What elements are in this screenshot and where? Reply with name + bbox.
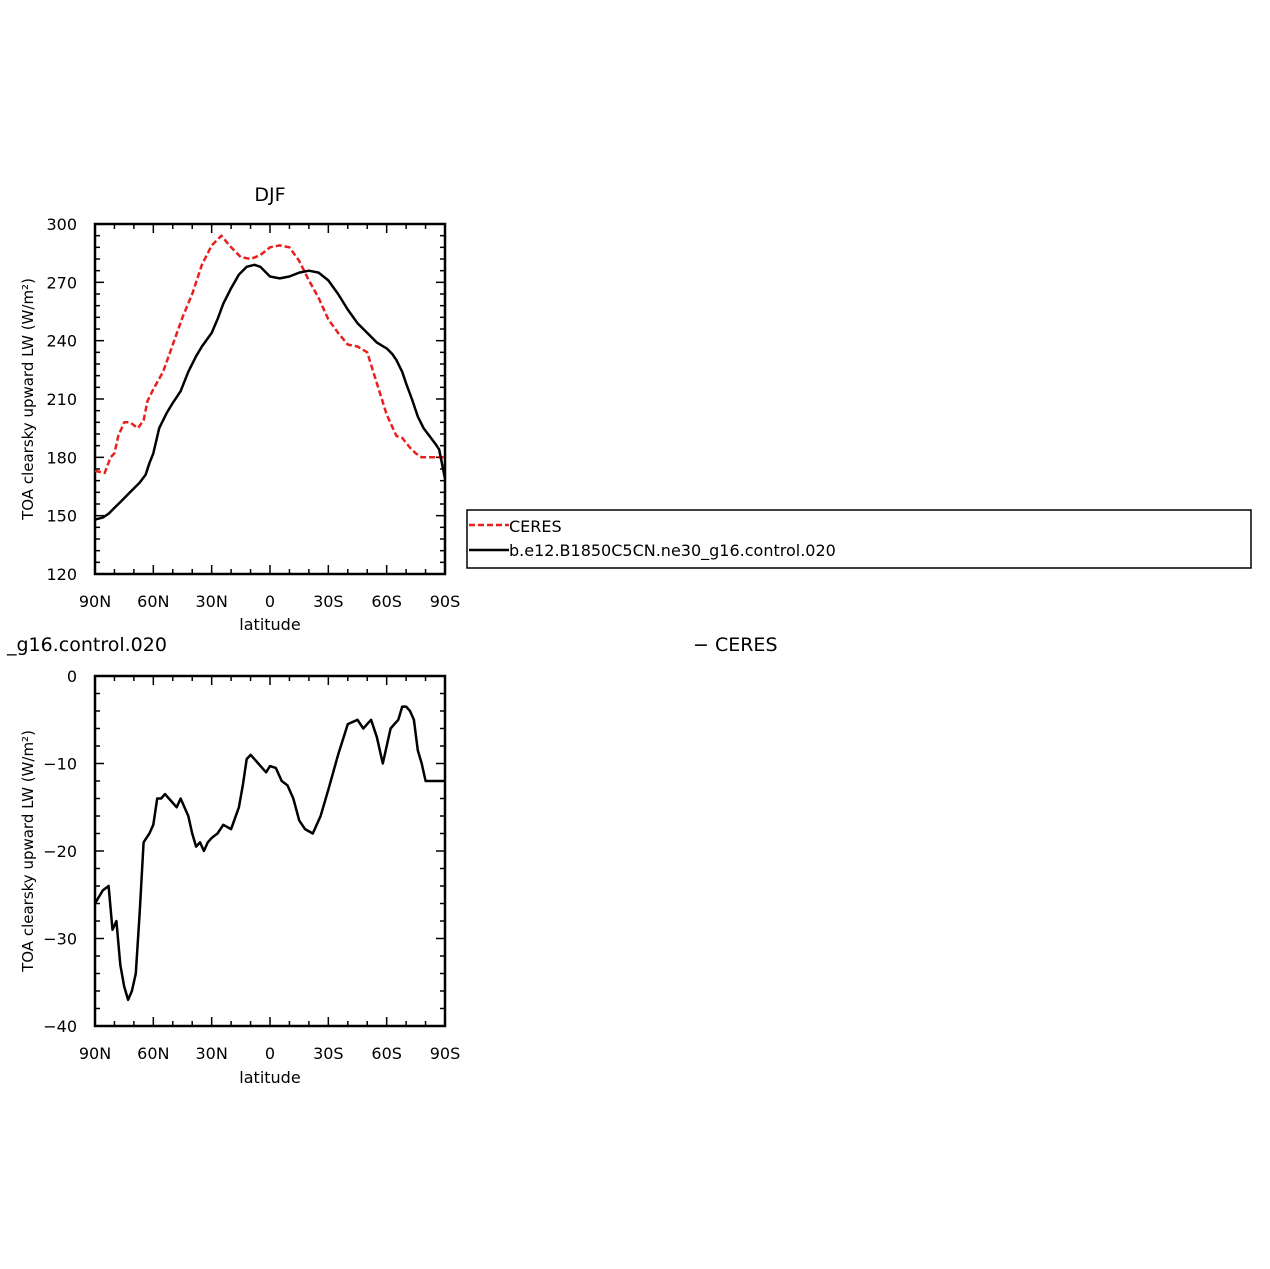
- bottom-panel-series: [93, 705, 445, 1002]
- bottom-panel-xtick-label: 60N: [137, 1044, 169, 1063]
- top-panel-xtick-label: 90N: [79, 592, 111, 611]
- top-panel-yaxis-label: TOA clearsky upward LW (W/m²): [19, 278, 37, 521]
- bottom-panel-ticks: [94, 675, 446, 1027]
- top-panel-ytick-label: 300: [46, 215, 77, 234]
- top-panel-xaxis-label: latitude: [239, 615, 300, 634]
- top-panel-model-line: [94, 263, 447, 521]
- top-panel-ytick-label: 120: [46, 565, 77, 584]
- legend-ceres-label: CERES: [509, 517, 562, 536]
- top-panel-xtick-label: 60S: [371, 592, 402, 611]
- bottom-panel-title-fragment: _g16.control.020: [6, 634, 167, 656]
- top-panel-xtick-label: 90S: [430, 592, 461, 611]
- top-panel-title: DJF: [254, 184, 285, 206]
- top-panel-xtick-labels: 90N 60N 30N 0 30S 60S 90S: [79, 592, 460, 611]
- bottom-panel-xtick-label: 30N: [196, 1044, 228, 1063]
- bottom-panel-xtick-label: 90N: [79, 1044, 111, 1063]
- top-panel-ytick-label: 270: [46, 273, 77, 292]
- bottom-panel-ytick-label: −10: [43, 755, 77, 774]
- top-panel-ytick-label: 210: [46, 390, 77, 409]
- top-panel-xtick-label: 30S: [313, 592, 344, 611]
- bottom-panel-xtick-label: 90S: [430, 1044, 461, 1063]
- bottom-panel-ytick-label: −20: [43, 842, 77, 861]
- bottom-panel-ytick-labels: −40 −30 −20 −10 0: [43, 667, 77, 1036]
- bottom-panel-yaxis-label: TOA clearsky upward LW (W/m²): [19, 730, 37, 973]
- top-panel-ceres-line: [94, 234, 445, 475]
- bottom-panel-xtick-labels: 90N 60N 30N 0 30S 60S 90S: [79, 1044, 460, 1063]
- legend-model-label: b.e12.B1850C5CN.ne30_g16.control.020: [509, 541, 836, 561]
- bottom-panel-ytick-label: −30: [43, 930, 77, 949]
- bottom-panel-ytick-label: −40: [43, 1017, 77, 1036]
- top-panel-ytick-label: 150: [46, 507, 77, 526]
- top-panel-xtick-label: 60N: [137, 592, 169, 611]
- bottom-panel-xtick-label: 60S: [371, 1044, 402, 1063]
- top-panel-ytick-label: 240: [46, 332, 77, 351]
- top-panel-xtick-label: 30N: [196, 592, 228, 611]
- bottom-panel-ytick-label: 0: [67, 667, 77, 686]
- bottom-panel-model-line: [93, 705, 445, 1002]
- top-panel-ytick-label: 180: [46, 448, 77, 467]
- bottom-panel: _g16.control.020 − CERES −40 −30 −20 −10 0 9…: [6, 634, 778, 1087]
- top-panel-series: [94, 234, 447, 521]
- top-panel-ytick-labels: 120 150 180 210 240 270 300: [46, 215, 77, 584]
- bottom-panel-plot-frame: [93, 674, 447, 1028]
- bottom-panel-xtick-label: 0: [265, 1044, 275, 1063]
- top-panel: DJF 120 150 180 210 240 270 300 90N 60N 30N 0 30S 6…: [19, 184, 460, 634]
- bottom-panel-xtick-label: 30S: [313, 1044, 344, 1063]
- legend-box: [466, 509, 1252, 569]
- top-panel-xtick-label: 0: [265, 592, 275, 611]
- bottom-panel-xaxis-label: latitude: [239, 1068, 300, 1087]
- legend: CERES b.e12.B1850C5CN.ne30_g16.control.0…: [466, 509, 1252, 569]
- bottom-panel-title-right: − CERES: [693, 634, 778, 656]
